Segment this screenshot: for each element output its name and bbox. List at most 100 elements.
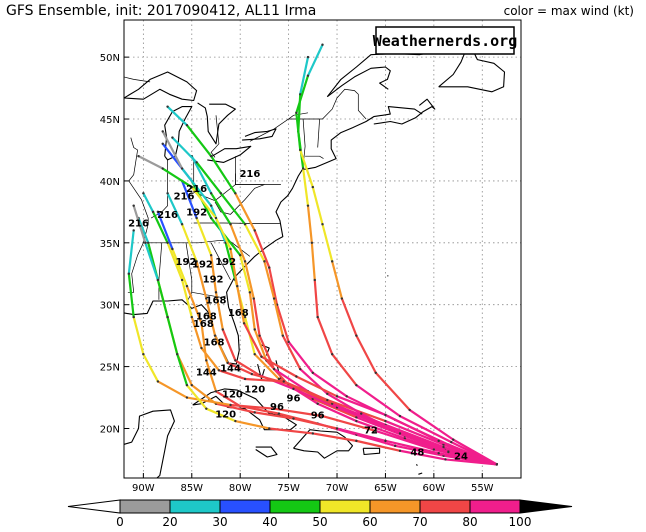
track-segment <box>236 285 246 325</box>
track-segment <box>210 254 218 294</box>
track-segment <box>127 229 135 275</box>
track-point <box>180 167 184 170</box>
forecast-hour-label: 168 <box>193 319 214 330</box>
track-segment <box>127 272 135 319</box>
map-title: GFS Ensemble, init: 2017090412, AL11 Irm… <box>6 3 317 19</box>
forecast-hour-label: 216 <box>239 169 260 180</box>
track-point <box>287 340 290 344</box>
track-segment <box>200 322 208 362</box>
track-point <box>321 43 324 46</box>
track-point <box>166 105 169 108</box>
state-border <box>305 155 324 159</box>
track-segment <box>292 417 339 430</box>
track-segment <box>214 291 224 331</box>
track-point <box>243 260 247 263</box>
forecast-hour-label: 48 <box>410 448 424 459</box>
forecast-hour-label: 120 <box>244 385 265 396</box>
track-point <box>310 241 314 245</box>
track-segment <box>326 392 363 415</box>
track-segment <box>311 371 348 398</box>
track-segment <box>248 291 256 331</box>
coastline <box>326 66 391 98</box>
track-segment <box>190 186 218 220</box>
track-point <box>277 412 281 415</box>
coastline <box>192 388 297 431</box>
track-point <box>384 419 387 423</box>
track-point <box>147 241 150 245</box>
track-point <box>355 416 358 419</box>
track-segment <box>180 278 193 319</box>
state-border <box>317 118 320 148</box>
track-segment <box>243 377 285 383</box>
track-point <box>437 439 440 443</box>
track-point <box>321 414 324 418</box>
track-point <box>176 353 179 356</box>
track-segment <box>355 384 402 418</box>
lat-tick-label: 50N <box>100 53 120 64</box>
track-point <box>450 440 453 444</box>
track-segment <box>234 192 256 232</box>
track-point <box>444 458 447 461</box>
track-point <box>190 383 193 387</box>
track-point <box>180 223 184 226</box>
track-segment <box>253 353 281 381</box>
axis-ticks: 90W 85W 80W 75W 70W 65W 60W 55W 20N 25N 30N 35N 40N 4… <box>100 53 494 494</box>
track-segment <box>217 369 247 381</box>
lon-tick-label: 85W <box>180 483 203 494</box>
ensemble-member-track <box>166 192 498 466</box>
track-segment <box>360 412 402 435</box>
track-point <box>226 361 229 365</box>
lon-tick-label: 70W <box>326 483 349 494</box>
track-point <box>374 371 377 374</box>
track-point <box>243 315 247 319</box>
track-point <box>234 192 237 195</box>
track-point <box>374 429 377 433</box>
track-point <box>219 192 223 195</box>
forecast-hour-label: 216 <box>186 184 207 195</box>
track-point <box>272 367 276 371</box>
forecast-hour-label: 96 <box>311 411 325 422</box>
track-point <box>408 408 411 412</box>
state-border <box>214 184 265 215</box>
track-point <box>326 392 329 396</box>
track-point <box>263 260 266 263</box>
coastline <box>387 275 389 277</box>
track-segment <box>132 204 147 244</box>
track-point <box>127 272 131 275</box>
track-point <box>195 260 198 263</box>
track-segment <box>302 167 310 207</box>
track-segment <box>224 241 237 282</box>
track-segment <box>272 297 284 337</box>
track-point <box>229 403 232 407</box>
track-segment <box>229 403 276 410</box>
track-point <box>234 419 237 423</box>
track-segment <box>321 223 334 263</box>
track-point <box>209 154 213 158</box>
track-point <box>313 278 316 282</box>
coastline <box>255 446 278 458</box>
colorbar-swatch <box>369 499 421 514</box>
track-segment <box>263 260 276 300</box>
track-segment <box>190 155 213 195</box>
coastline <box>418 472 423 475</box>
track-segment <box>180 167 213 207</box>
track-point <box>248 291 252 294</box>
track-segment <box>221 328 237 362</box>
track-point <box>190 185 193 189</box>
track-segment <box>171 247 189 288</box>
track-segment <box>335 427 387 442</box>
track-point <box>340 297 344 300</box>
forecast-hour-label: 168 <box>228 308 249 319</box>
track-segment <box>213 334 229 364</box>
track-point <box>132 315 135 319</box>
track-point <box>151 210 155 214</box>
state-border <box>185 242 193 303</box>
coastline <box>362 447 381 456</box>
watermark: Weathernerds.org <box>373 26 517 55</box>
track-point <box>393 444 397 448</box>
track-point <box>355 439 358 443</box>
track-point <box>316 315 319 319</box>
track-point <box>166 192 169 195</box>
track-segment <box>156 210 174 251</box>
track-segment <box>282 380 329 402</box>
